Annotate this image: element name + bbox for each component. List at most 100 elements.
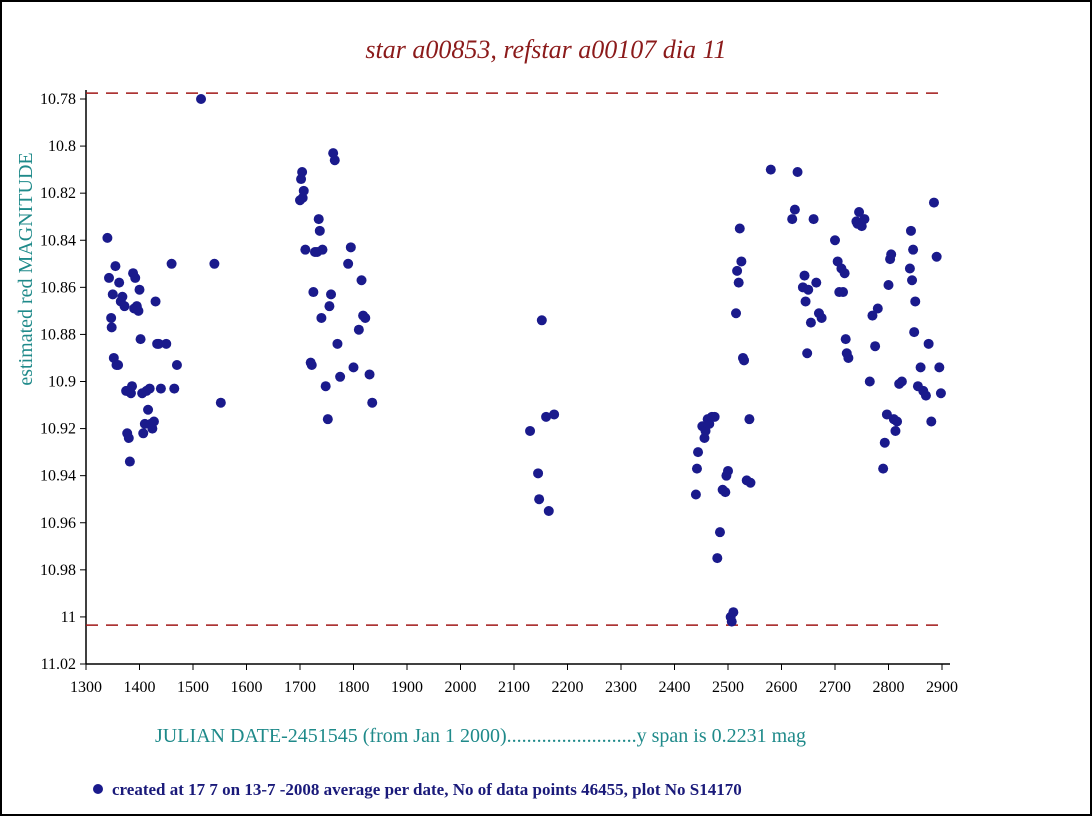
- x-tick-label: 1300: [70, 679, 102, 696]
- data-point: [119, 301, 130, 312]
- y-axis-label: estimated red MAGNITUDE: [15, 152, 37, 385]
- data-point: [908, 244, 919, 255]
- data-point: [811, 277, 822, 288]
- data-point: [803, 284, 814, 295]
- data-point: [892, 416, 903, 427]
- x-tick-label: 1900: [391, 679, 423, 696]
- data-point: [306, 360, 317, 371]
- y-tick-label: 10.9: [48, 374, 76, 391]
- data-point: [123, 433, 134, 443]
- x-axis-label: JULIAN DATE-2451545 (from Jan 1 2000)...…: [155, 725, 806, 747]
- data-point: [348, 362, 359, 373]
- x-tick-label: 1700: [284, 679, 316, 696]
- data-point: [816, 312, 827, 323]
- x-tick-label: 2900: [926, 679, 958, 696]
- y-tick-label: 11: [61, 609, 76, 626]
- data-point: [926, 416, 937, 427]
- data-point: [714, 527, 725, 538]
- data-point: [910, 296, 921, 307]
- x-tick-label: 1400: [124, 679, 156, 696]
- data-point: [549, 409, 560, 420]
- data-point: [322, 414, 333, 425]
- data-point: [134, 284, 145, 295]
- data-point: [169, 383, 180, 394]
- data-point: [799, 270, 810, 281]
- data-point: [196, 94, 207, 104]
- data-point: [133, 305, 144, 316]
- data-point: [345, 242, 356, 253]
- x-tick-label: 1800: [338, 679, 370, 696]
- data-point: [733, 277, 744, 288]
- data-point: [300, 244, 311, 255]
- data-point: [732, 265, 743, 276]
- data-point: [800, 296, 811, 307]
- data-point: [745, 477, 756, 488]
- data-point: [533, 468, 544, 479]
- x-tick-label: 2500: [712, 679, 744, 696]
- data-point: [923, 338, 934, 349]
- data-point: [931, 251, 942, 262]
- data-point: [324, 301, 335, 312]
- data-point: [915, 362, 926, 373]
- data-point: [127, 381, 138, 392]
- footer-bullet-icon: [93, 784, 103, 794]
- data-point: [106, 312, 117, 323]
- data-point: [867, 310, 878, 321]
- data-point: [728, 607, 739, 618]
- data-point: [879, 437, 890, 448]
- data-point: [356, 275, 367, 286]
- data-point: [934, 362, 945, 373]
- y-tick-label: 10.96: [40, 515, 76, 532]
- data-point: [138, 428, 149, 439]
- data-point: [534, 494, 545, 505]
- data-point: [712, 553, 723, 564]
- data-point: [709, 411, 720, 422]
- y-tick-label: 10.78: [40, 91, 76, 108]
- data-point: [744, 414, 755, 425]
- data-point: [143, 404, 154, 415]
- data-point: [117, 291, 128, 302]
- data-point: [107, 289, 118, 300]
- x-tick-label: 2800: [873, 679, 905, 696]
- x-tick-label: 2000: [445, 679, 477, 696]
- limit-lines: [86, 92, 946, 626]
- data-point: [843, 352, 854, 363]
- data-point: [161, 338, 172, 349]
- data-point: [928, 197, 939, 208]
- data-point: [890, 425, 901, 436]
- data-point: [872, 303, 883, 314]
- data-point: [153, 338, 164, 349]
- data-point: [878, 463, 889, 474]
- data-point: [367, 397, 378, 408]
- data-point: [870, 341, 881, 352]
- data-point: [215, 397, 226, 408]
- data-point: [883, 279, 894, 290]
- y-tick-label: 10.92: [40, 421, 76, 438]
- y-tick-label: 10.8: [48, 138, 76, 155]
- data-point: [110, 261, 121, 272]
- axes: 1300 1400 1500 1600 1700 1800 1900 2000 2100 2200…: [40, 90, 958, 696]
- data-point: [896, 376, 907, 387]
- data-point: [723, 465, 733, 476]
- data-point: [920, 390, 931, 401]
- data-point: [792, 166, 803, 177]
- data-point: [720, 487, 731, 498]
- data-point: [731, 308, 742, 319]
- data-point: [104, 272, 115, 283]
- data-point: [739, 355, 750, 366]
- data-point: [839, 268, 850, 279]
- data-point: [886, 249, 897, 260]
- data-point: [765, 164, 776, 175]
- data-point: [155, 383, 166, 394]
- data-point: [734, 223, 745, 234]
- y-tick-label: 10.88: [40, 326, 76, 343]
- data-point: [693, 447, 704, 458]
- data-point: [691, 463, 702, 474]
- y-tick-label: 10.82: [40, 185, 76, 202]
- x-tick-label: 1600: [231, 679, 263, 696]
- data-point: [130, 272, 141, 283]
- data-point: [314, 225, 325, 236]
- x-tick-label: 1500: [177, 679, 209, 696]
- data-point: [316, 312, 327, 323]
- data-point: [805, 317, 816, 328]
